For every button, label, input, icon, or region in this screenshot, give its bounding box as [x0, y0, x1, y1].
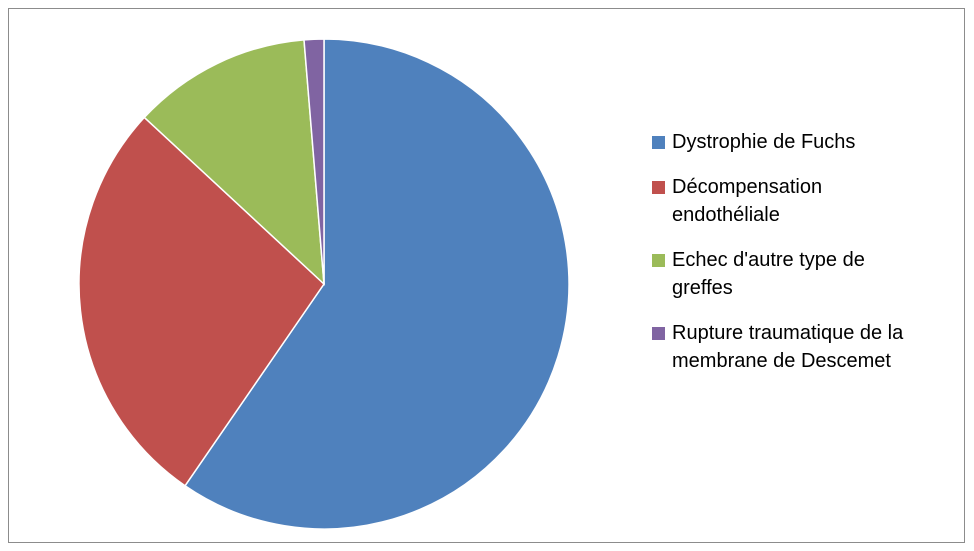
legend-swatch-echec	[652, 254, 665, 267]
legend-item-rupture: Rupture traumatique de la membrane de De…	[652, 319, 952, 375]
legend-swatch-decompensation	[652, 181, 665, 194]
legend-label-rupture: Rupture traumatique de la membrane de De…	[672, 322, 904, 372]
legend-item-fuchs: Dystrophie de Fuchs	[652, 128, 952, 156]
legend-swatch-fuchs	[652, 136, 665, 149]
legend-item-echec: Echec d'autre type de greffes	[652, 246, 952, 302]
legend-label-decompensation: Décompensation endothéliale	[672, 176, 823, 226]
legend-label-echec: Echec d'autre type de greffes	[672, 249, 865, 299]
pie-slice-fuchs	[183, 38, 570, 530]
pie-slice-rupture	[303, 38, 325, 285]
legend-label-fuchs: Dystrophie de Fuchs	[672, 131, 856, 153]
legend-swatch-rupture	[652, 327, 665, 340]
legend: Dystrophie de Fuchs Décompensation endot…	[652, 128, 952, 392]
pie-slice-echec	[143, 39, 325, 286]
pie-slice-decompensation	[78, 116, 325, 487]
legend-item-decompensation: Décompensation endothéliale	[652, 173, 952, 229]
